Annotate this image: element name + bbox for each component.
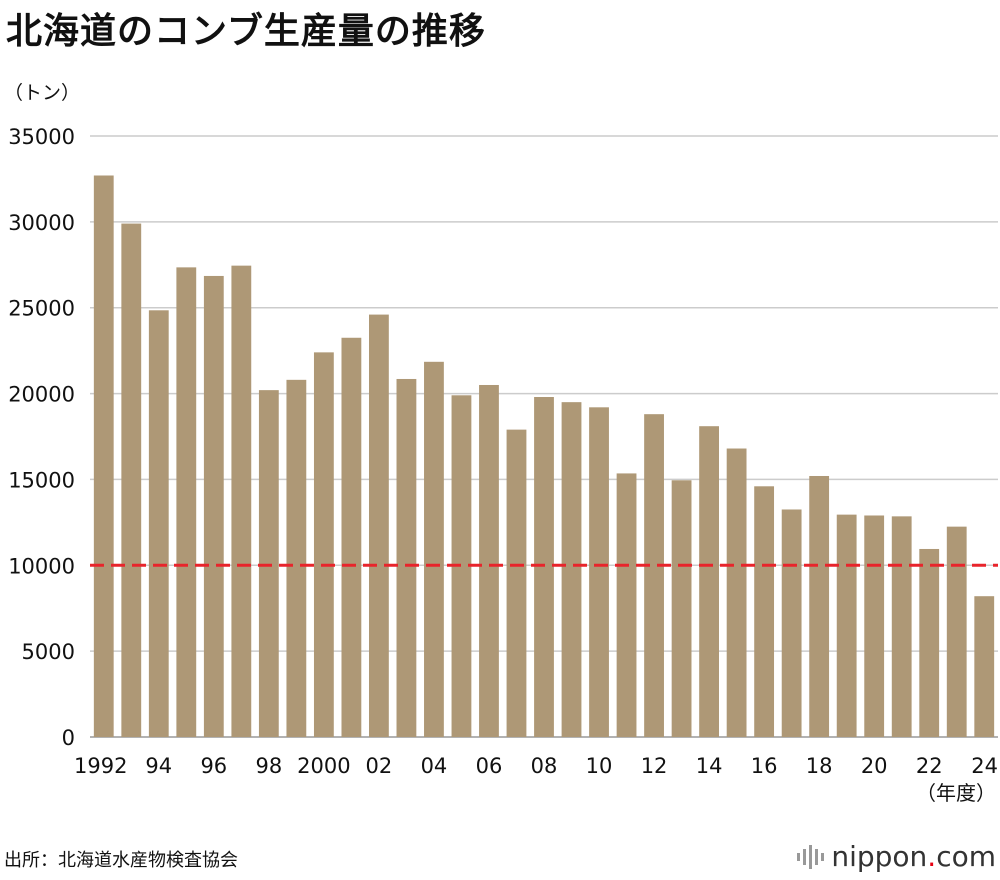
bar-2015 xyxy=(726,448,747,737)
bar-2007 xyxy=(506,429,527,737)
bar-2016 xyxy=(754,486,775,737)
bar-2024 xyxy=(974,596,995,737)
source-note: 出所：北海道水産物検査協会 xyxy=(4,850,238,871)
x-tick-label: 10 xyxy=(586,754,613,778)
x-tick-label: 94 xyxy=(145,754,172,778)
bar-1995 xyxy=(176,267,197,737)
x-tick-label: 18 xyxy=(806,754,833,778)
x-tick-label: 98 xyxy=(255,754,282,778)
x-tick-label: 20 xyxy=(861,754,888,778)
x-tick-label: 2000 xyxy=(297,754,350,778)
bars xyxy=(93,175,995,738)
bar-2003 xyxy=(396,378,417,737)
bar-2019 xyxy=(836,514,857,737)
bar-1998 xyxy=(258,390,279,737)
y-tick-label: 25000 xyxy=(8,297,75,321)
bar-2012 xyxy=(644,414,664,737)
bar-2010 xyxy=(589,407,609,737)
logo-bars-icon xyxy=(797,844,825,869)
y-tick-labels: 0 5000 10000 15000 20000 25000 30000 35000 xyxy=(8,125,75,750)
y-tick-label: 0 xyxy=(62,726,75,750)
bar-2021 xyxy=(891,516,912,737)
x-tick-label: 02 xyxy=(366,754,393,778)
bar-1994 xyxy=(148,310,169,737)
bar-2002 xyxy=(369,314,389,737)
x-tick-label: 24 xyxy=(971,754,998,778)
bar-1992 xyxy=(93,175,114,738)
bar-2014 xyxy=(699,426,719,737)
y-tick-label: 5000 xyxy=(22,640,75,664)
bar-2001 xyxy=(341,337,362,737)
logo-tld: com xyxy=(936,840,996,873)
x-tick-label: 1992 xyxy=(74,754,127,778)
y-axis-unit-label: （トン） xyxy=(4,82,81,104)
logo-dot: . xyxy=(927,840,937,873)
bar-1993 xyxy=(121,223,142,737)
y-tick-label: 20000 xyxy=(8,383,75,407)
x-tick-label: 16 xyxy=(751,754,778,778)
y-tick-label: 10000 xyxy=(8,554,75,578)
bar-1999 xyxy=(286,379,307,737)
bar-2017 xyxy=(781,509,802,737)
bar-2004 xyxy=(424,361,444,737)
bar-2009 xyxy=(561,402,582,737)
x-axis-label: （年度） xyxy=(916,781,996,805)
x-tick-label: 96 xyxy=(200,754,227,778)
bar-2022 xyxy=(919,548,940,737)
x-tick-label: 12 xyxy=(641,754,668,778)
y-tick-label: 35000 xyxy=(8,125,75,149)
bar-2023 xyxy=(946,526,967,737)
bar-1997 xyxy=(231,265,252,737)
y-tick-label: 30000 xyxy=(8,211,75,235)
x-tick-label: 06 xyxy=(476,754,503,778)
logo-text: nippon xyxy=(831,840,928,873)
bar-2018 xyxy=(809,475,830,737)
chart-title: 北海道のコンブ生産量の推移 xyxy=(6,11,486,52)
x-tick-labels: 1992 94 96 98 2000 02 04 06 08 10 12 14 16 18 20 22 24 xyxy=(74,754,998,778)
bar-2006 xyxy=(479,384,499,737)
bar-2005 xyxy=(451,395,472,737)
bar-1996 xyxy=(203,275,224,737)
bar-2013 xyxy=(671,480,692,737)
bar-2000 xyxy=(313,352,334,737)
x-tick-label: 22 xyxy=(916,754,943,778)
nippon-logo: nippon. com xyxy=(797,840,996,873)
x-tick-label: 08 xyxy=(531,754,558,778)
x-tick-label: 04 xyxy=(421,754,448,778)
bar-2020 xyxy=(864,515,885,737)
y-tick-label: 15000 xyxy=(8,468,75,492)
x-tick-label: 14 xyxy=(696,754,723,778)
bar-2011 xyxy=(616,473,637,737)
bar-2008 xyxy=(534,397,554,737)
